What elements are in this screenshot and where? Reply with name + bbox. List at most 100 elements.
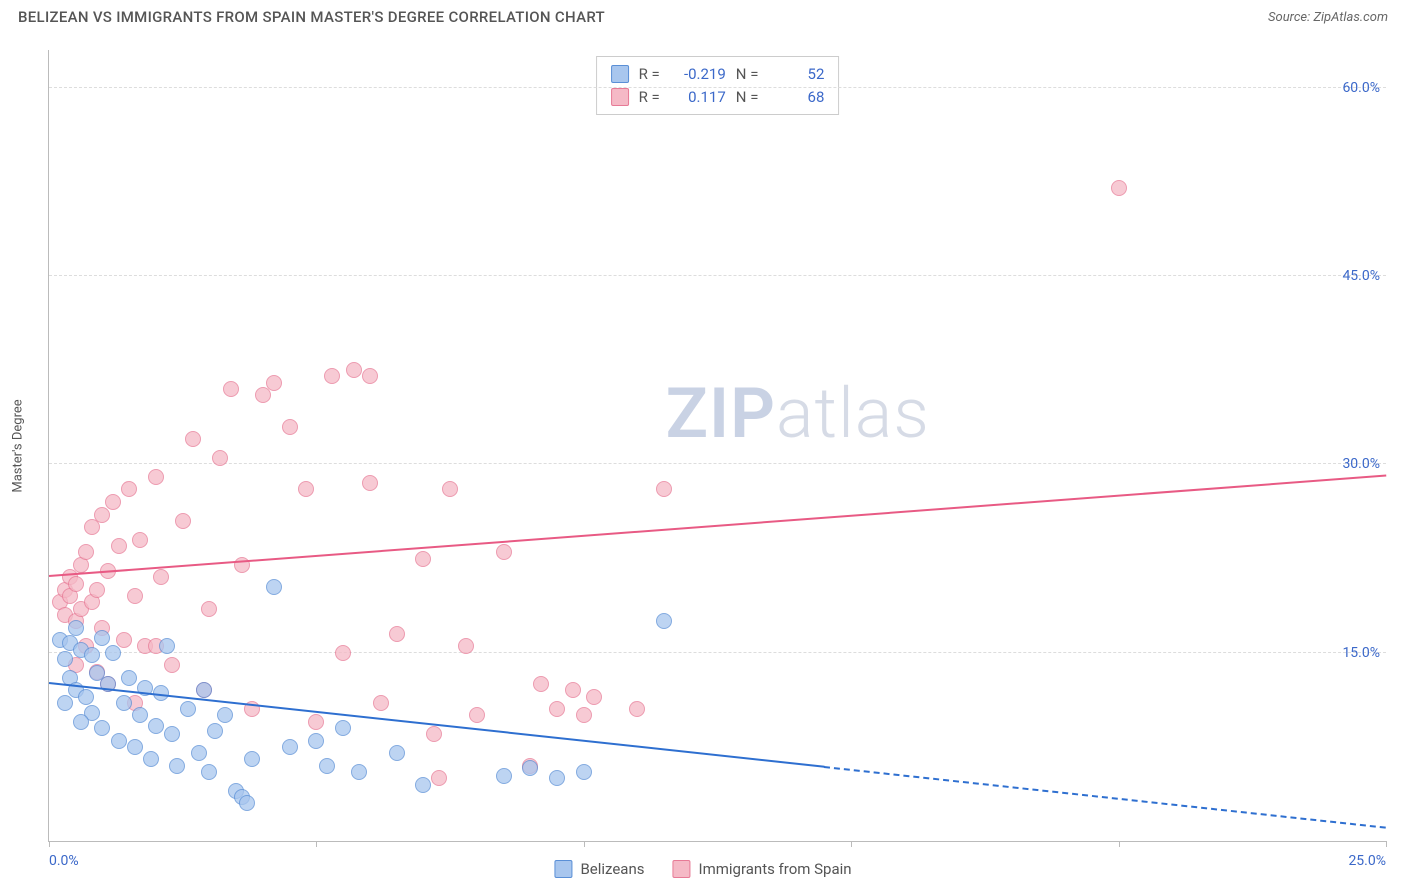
gridline bbox=[49, 652, 1386, 653]
data-point-belizeans bbox=[576, 764, 592, 780]
data-point-spain bbox=[549, 701, 565, 717]
data-point-spain bbox=[415, 551, 431, 567]
data-point-belizeans bbox=[111, 733, 127, 749]
chart-title: BELIZEAN VS IMMIGRANTS FROM SPAIN MASTER… bbox=[18, 8, 605, 26]
data-point-spain bbox=[389, 626, 405, 642]
data-point-belizeans bbox=[522, 760, 538, 776]
data-point-belizeans bbox=[217, 707, 233, 723]
data-point-spain bbox=[496, 544, 512, 560]
y-tick-label: 45.0% bbox=[1342, 268, 1380, 284]
y-tick-label: 60.0% bbox=[1342, 80, 1380, 96]
data-point-spain bbox=[308, 714, 324, 730]
data-point-spain bbox=[164, 657, 180, 673]
swatch-belizeans bbox=[554, 860, 572, 878]
data-point-belizeans bbox=[656, 613, 672, 629]
data-point-spain bbox=[656, 481, 672, 497]
data-point-spain bbox=[121, 481, 137, 497]
data-point-spain bbox=[78, 544, 94, 560]
data-point-belizeans bbox=[169, 758, 185, 774]
data-point-spain bbox=[185, 431, 201, 447]
data-point-belizeans bbox=[116, 695, 132, 711]
legend-row-belizeans: R = -0.219 N = 52 bbox=[611, 63, 825, 86]
data-point-spain bbox=[89, 582, 105, 598]
source-attribution: Source: ZipAtlas.com bbox=[1268, 10, 1388, 25]
regression-line-belizeans bbox=[49, 682, 825, 768]
scatter-plot-area: ZIPatlas R = -0.219 N = 52 R = 0.117 N =… bbox=[48, 50, 1386, 842]
data-point-belizeans bbox=[207, 723, 223, 739]
y-tick-label: 30.0% bbox=[1342, 456, 1380, 472]
data-point-spain bbox=[111, 538, 127, 554]
data-point-belizeans bbox=[239, 795, 255, 811]
data-point-belizeans bbox=[73, 714, 89, 730]
data-point-belizeans bbox=[84, 647, 100, 663]
x-tick bbox=[851, 841, 852, 847]
data-point-spain bbox=[565, 682, 581, 698]
data-point-belizeans bbox=[191, 745, 207, 761]
data-point-belizeans bbox=[164, 726, 180, 742]
data-point-belizeans bbox=[196, 682, 212, 698]
legend-item-spain: Immigrants from Spain bbox=[673, 860, 852, 878]
data-point-belizeans bbox=[415, 777, 431, 793]
data-point-belizeans bbox=[308, 733, 324, 749]
data-point-belizeans bbox=[94, 630, 110, 646]
data-point-spain bbox=[282, 419, 298, 435]
data-point-belizeans bbox=[78, 689, 94, 705]
swatch-spain bbox=[611, 88, 629, 106]
data-point-spain bbox=[1111, 180, 1127, 196]
x-tick bbox=[49, 841, 50, 847]
data-point-spain bbox=[586, 689, 602, 705]
data-point-belizeans bbox=[143, 751, 159, 767]
series-legend: Belizeans Immigrants from Spain bbox=[554, 860, 851, 878]
data-point-spain bbox=[68, 576, 84, 592]
data-point-spain bbox=[373, 695, 389, 711]
data-point-spain bbox=[201, 601, 217, 617]
data-point-spain bbox=[175, 513, 191, 529]
data-point-belizeans bbox=[57, 651, 73, 667]
data-point-spain bbox=[576, 707, 592, 723]
x-tick-label: 0.0% bbox=[49, 853, 79, 869]
data-point-belizeans bbox=[105, 645, 121, 661]
x-tick-label: 25.0% bbox=[1348, 853, 1386, 869]
data-point-belizeans bbox=[132, 707, 148, 723]
x-tick bbox=[316, 841, 317, 847]
x-tick bbox=[1119, 841, 1120, 847]
data-point-spain bbox=[426, 726, 442, 742]
data-point-spain bbox=[105, 494, 121, 510]
data-point-belizeans bbox=[201, 764, 217, 780]
y-axis-label: Master's Degree bbox=[11, 399, 26, 492]
swatch-belizeans bbox=[611, 65, 629, 83]
gridline bbox=[49, 463, 1386, 464]
gridline bbox=[49, 275, 1386, 276]
data-point-belizeans bbox=[180, 701, 196, 717]
data-point-belizeans bbox=[335, 720, 351, 736]
data-point-spain bbox=[94, 507, 110, 523]
data-point-belizeans bbox=[94, 720, 110, 736]
y-tick-label: 15.0% bbox=[1342, 645, 1380, 661]
data-point-belizeans bbox=[244, 751, 260, 767]
legend-row-spain: R = 0.117 N = 68 bbox=[611, 86, 825, 109]
data-point-belizeans bbox=[319, 758, 335, 774]
data-point-spain bbox=[362, 368, 378, 384]
data-point-belizeans bbox=[496, 768, 512, 784]
legend-item-belizeans: Belizeans bbox=[554, 860, 644, 878]
data-point-spain bbox=[153, 569, 169, 585]
data-point-spain bbox=[533, 676, 549, 692]
data-point-spain bbox=[458, 638, 474, 654]
data-point-belizeans bbox=[127, 739, 143, 755]
data-point-spain bbox=[346, 362, 362, 378]
data-point-belizeans bbox=[282, 739, 298, 755]
data-point-spain bbox=[132, 532, 148, 548]
data-point-belizeans bbox=[148, 718, 164, 734]
data-point-spain bbox=[212, 450, 228, 466]
regression-line-spain bbox=[49, 475, 1386, 577]
data-point-belizeans bbox=[549, 770, 565, 786]
watermark-text: ZIPatlas bbox=[666, 373, 930, 455]
data-point-spain bbox=[469, 707, 485, 723]
data-point-spain bbox=[298, 481, 314, 497]
data-point-spain bbox=[127, 588, 143, 604]
data-point-spain bbox=[442, 481, 458, 497]
correlation-legend: R = -0.219 N = 52 R = 0.117 N = 68 bbox=[596, 56, 840, 115]
data-point-spain bbox=[431, 770, 447, 786]
data-point-spain bbox=[84, 519, 100, 535]
data-point-spain bbox=[362, 475, 378, 491]
